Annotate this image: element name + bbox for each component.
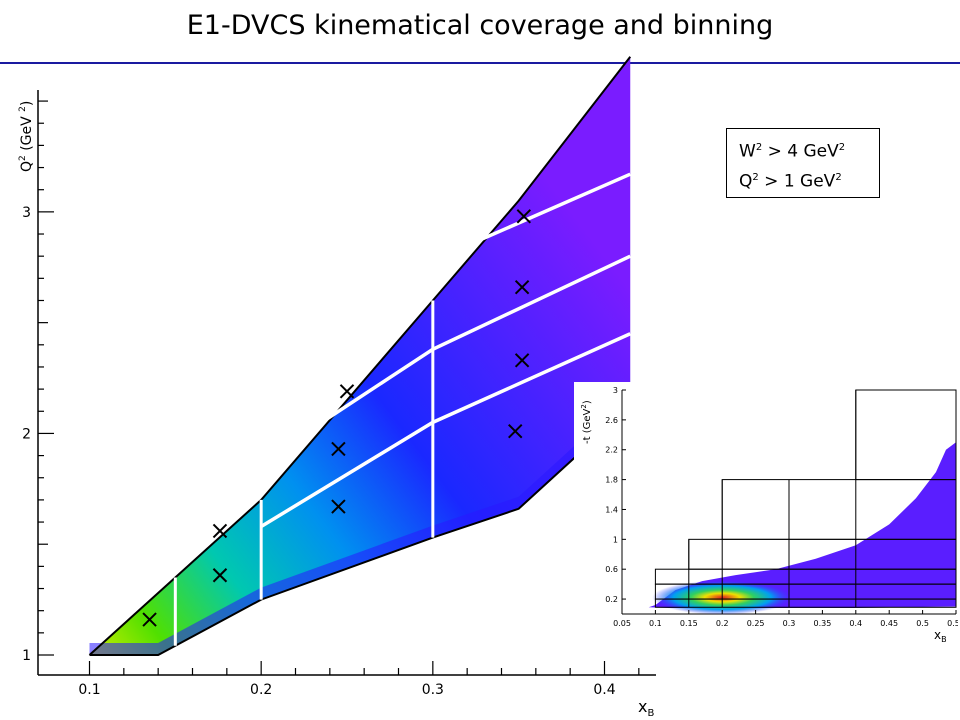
x-axis-label: xB (638, 697, 654, 719)
inset-y-tick-label: 1.4 (605, 505, 618, 514)
inset-y-tick-label: 1 (613, 535, 618, 544)
x-tick-label: 0.3 (422, 682, 444, 698)
inset-x-tick-label: 0.05 (613, 619, 631, 628)
bin-center-marker (508, 424, 523, 439)
x-tick-label: 0.4 (593, 682, 615, 698)
inset-y-tick-label: 3 (613, 386, 618, 395)
inset-y-tick-label: 2.2 (605, 446, 618, 455)
bin-center-marker (142, 612, 157, 627)
y-tick-label: 1 (22, 648, 31, 664)
bin-center-marker (339, 384, 355, 399)
bin-center-marker (212, 523, 228, 539)
inset-y-tick-label: 0.2 (605, 595, 618, 604)
cut-q2: Q2 > 1 GeV2 (739, 171, 842, 192)
cuts-legend: W2 > 4 GeV2 Q2 > 1 GeV2 (726, 128, 880, 198)
inset-x-tick-label: 0.2 (716, 619, 729, 628)
inset-x-tick-label: 0.3 (783, 619, 796, 628)
inset-x-tick-label: 0.45 (880, 619, 898, 628)
cut-w2: W2 > 4 GeV2 (739, 141, 846, 162)
bin-center-marker (212, 568, 228, 583)
coverage-area (89, 56, 631, 655)
bin-center-marker (331, 441, 346, 457)
chart-title: E1-DVCS kinematical coverage and binning (186, 10, 774, 41)
title-rule (0, 62, 960, 64)
coverage-heatmap (88, 56, 632, 656)
q2-bin-line (260, 332, 631, 528)
inset-bin-boxes (654, 389, 957, 608)
inset-y-axis-label: -t (GeV2) (580, 400, 593, 444)
inset-x-tick-label: 0.35 (813, 619, 831, 628)
inset-x-tick-label: 0.55 (947, 619, 958, 628)
inset-x-tick-label: 0.5 (916, 619, 929, 628)
inset-y-tick-label: 2.6 (605, 416, 618, 425)
inset-x-tick-label: 0.15 (680, 619, 698, 628)
coverage-upper-edge (88, 56, 632, 656)
q2-bin-line (432, 172, 631, 263)
bin-center-marker (516, 209, 532, 224)
bin-center-marker (514, 353, 530, 368)
bin-center-marker (331, 499, 346, 514)
inset-y-tick-label: 1.8 (605, 476, 618, 485)
y-tick-label: 3 (22, 205, 31, 221)
y-tick-label: 2 (22, 426, 31, 442)
coverage-lower-edge (89, 406, 631, 656)
inset-x-tick-label: 0.4 (849, 619, 862, 628)
main-axis-labels: 0.1 0.2 0.3 0.4 1 2 3 xB Q2 (GeV 2) (18, 101, 654, 719)
inset-distribution (648, 442, 956, 609)
bin-centers (142, 209, 532, 627)
inset-x-tick-label: 0.25 (747, 619, 765, 628)
x-tick-label: 0.1 (78, 682, 100, 698)
inset-y-tick-label: 0.6 (605, 565, 618, 574)
y-axis-label: Q2 (GeV 2) (18, 101, 35, 172)
main-axes (37, 90, 656, 676)
q2-bin-line (260, 254, 631, 464)
bin-lines (173, 172, 631, 646)
t-binning-inset: 0.05 0.1 0.15 0.2 0.25 0.3 0.35 0.4 0.45 0.5 0.55 0… (574, 382, 958, 650)
bin-center-marker (514, 279, 530, 295)
inset-x-tick-label: 0.1 (649, 619, 662, 628)
inset-axis-labels: 0.05 0.1 0.15 0.2 0.25 0.3 0.35 0.4 0.45 0.5 0.55 0… (580, 386, 958, 644)
x-tick-label: 0.2 (250, 682, 272, 698)
